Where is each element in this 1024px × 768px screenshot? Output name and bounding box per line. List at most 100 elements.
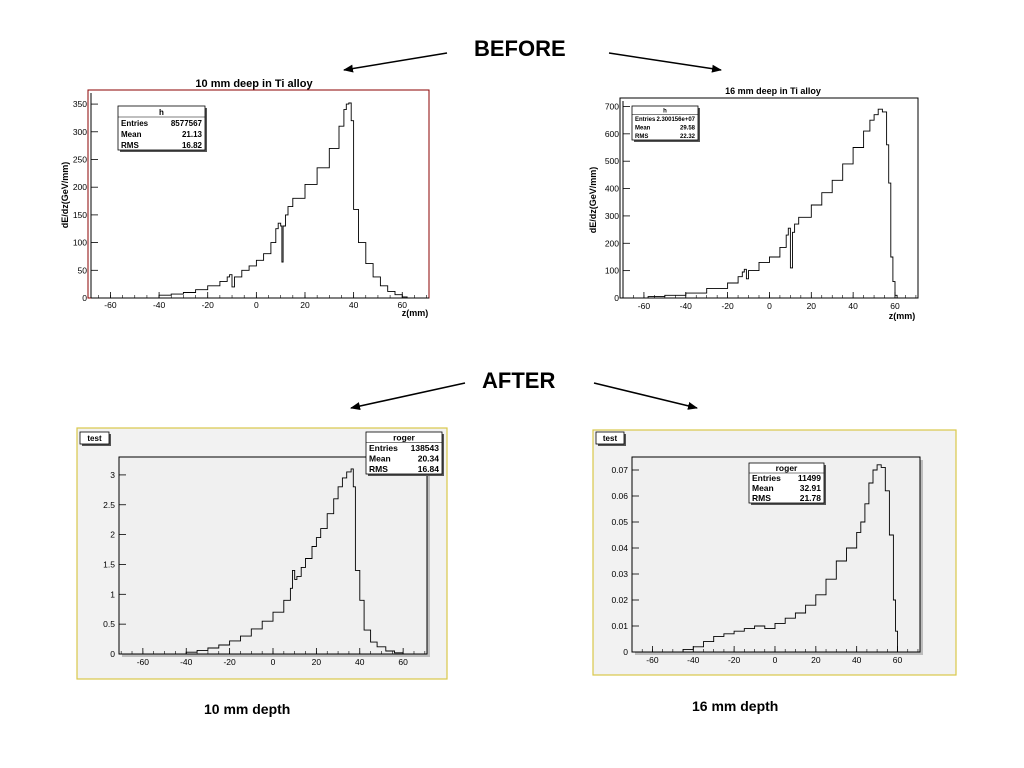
x-tick-label-1: 20 — [807, 301, 817, 311]
y-tick-label-3: 0.05 — [611, 517, 628, 527]
y-tick-label-0: 200 — [73, 182, 87, 192]
x-tick-label-3: 0 — [773, 655, 778, 665]
y-tick-label-0: 350 — [73, 99, 87, 109]
y-axis-label-0: dE/dz(GeV/mm) — [60, 162, 70, 229]
stats-value-2: 138543 — [411, 443, 440, 453]
y-tick-label-2: 2 — [110, 530, 115, 540]
stats-value-1: 22.32 — [680, 134, 696, 140]
arrow-after-left — [350, 382, 466, 410]
arrow-before-right — [608, 52, 722, 73]
stats-value-3: 21.78 — [800, 493, 822, 503]
y-tick-label-0: 0 — [82, 293, 87, 303]
stats-value-2: 20.34 — [418, 454, 440, 464]
stats-key-1: Mean — [635, 126, 651, 132]
stats-value-1: 29.58 — [680, 126, 696, 132]
caption-10mm: 10 mm depth — [204, 701, 291, 717]
x-tick-label-2: -40 — [180, 657, 193, 667]
stats-value-2: 16.84 — [418, 464, 440, 474]
arrow-before-left — [343, 52, 448, 73]
chart-title-0: 10 mm deep in Ti alloy — [195, 78, 313, 90]
chart-title-1: 16 mm deep in Ti alloy — [725, 86, 821, 96]
x-tick-label-0: -20 — [202, 300, 215, 310]
stats-value-3: 32.91 — [800, 483, 822, 493]
y-tick-label-1: 400 — [605, 184, 619, 194]
y-tick-label-1: 0 — [614, 293, 619, 303]
chart-title-3: test — [603, 434, 618, 443]
x-tick-label-2: -20 — [223, 657, 236, 667]
y-tick-label-1: 700 — [605, 101, 619, 111]
x-axis-label-1: z(mm) — [889, 311, 916, 321]
stats-value-3: 11499 — [798, 473, 821, 483]
histogram-series-0 — [110, 102, 408, 299]
x-tick-label-0: 20 — [300, 300, 310, 310]
x-tick-label-1: 40 — [848, 301, 858, 311]
stats-value-0: 8577567 — [171, 119, 203, 128]
y-tick-label-1: 500 — [605, 156, 619, 166]
y-tick-label-3: 0 — [623, 647, 628, 657]
title-box-3 — [595, 431, 625, 445]
y-tick-label-2: 1.5 — [103, 559, 115, 569]
x-tick-label-2: 20 — [312, 657, 322, 667]
caption-16mm: 16 mm depth — [692, 698, 779, 714]
y-tick-label-3: 0.07 — [611, 465, 628, 475]
histogram-series-2 — [142, 468, 404, 655]
x-tick-label-0: 60 — [398, 300, 408, 310]
y-tick-label-1: 100 — [605, 266, 619, 276]
stats-value-0: 21.13 — [182, 130, 203, 139]
y-tick-label-3: 0.03 — [611, 569, 628, 579]
x-tick-label-0: -60 — [104, 300, 117, 310]
x-tick-label-3: -60 — [646, 655, 659, 665]
x-axis-label-0: z(mm) — [402, 308, 429, 318]
x-tick-label-3: -20 — [728, 655, 741, 665]
x-tick-label-3: 40 — [852, 655, 862, 665]
stats-box-0 — [117, 105, 206, 151]
x-tick-label-1: -20 — [721, 301, 734, 311]
stats-key-3: Mean — [752, 483, 774, 493]
stats-key-2: Entries — [369, 443, 398, 453]
y-tick-label-2: 0 — [110, 649, 115, 659]
histogram-series-1 — [643, 108, 898, 299]
y-tick-label-1: 300 — [605, 211, 619, 221]
stats-title-3: roger — [776, 463, 798, 473]
x-tick-label-1: 0 — [767, 301, 772, 311]
x-tick-label-0: 40 — [349, 300, 359, 310]
arrow-after-right — [593, 382, 698, 410]
before-heading: BEFORE — [474, 36, 566, 61]
x-tick-label-2: 0 — [271, 657, 276, 667]
chart-title-2: test — [87, 434, 102, 443]
y-tick-label-0: 250 — [73, 154, 87, 164]
y-tick-label-0: 50 — [78, 265, 88, 275]
after-heading: AFTER — [482, 368, 556, 393]
x-tick-label-2: -60 — [137, 657, 150, 667]
y-tick-label-3: 0.01 — [611, 621, 628, 631]
stats-title-1: h — [663, 109, 667, 115]
stats-box-1 — [631, 105, 699, 141]
y-tick-label-3: 0.02 — [611, 595, 628, 605]
stats-value-1: 2.300156e+07 — [656, 117, 695, 123]
stats-value-0: 16.82 — [182, 141, 203, 150]
stats-key-0: Mean — [121, 130, 142, 139]
y-tick-label-3: 0.04 — [611, 543, 628, 553]
x-tick-label-0: -40 — [153, 300, 166, 310]
y-axis-label-1: dE/dz(GeV/mm) — [588, 167, 598, 234]
x-tick-label-0: 0 — [254, 300, 259, 310]
stats-box-3 — [748, 462, 825, 504]
stats-key-2: Mean — [369, 454, 391, 464]
stats-key-1: Entries — [635, 117, 656, 123]
y-tick-label-0: 300 — [73, 127, 87, 137]
stats-key-1: RMS — [635, 134, 648, 140]
title-box-2 — [79, 431, 110, 445]
y-tick-label-2: 0.5 — [103, 619, 115, 629]
x-tick-label-1: -60 — [638, 301, 651, 311]
y-tick-label-2: 3 — [110, 470, 115, 480]
x-tick-label-1: 60 — [890, 301, 900, 311]
stats-key-0: RMS — [121, 141, 139, 150]
y-tick-label-2: 2.5 — [103, 500, 115, 510]
plot-frame-2 — [118, 456, 428, 655]
stats-key-0: Entries — [121, 119, 149, 128]
y-tick-label-3: 0.06 — [611, 491, 628, 501]
stats-title-0: h — [159, 108, 164, 117]
x-tick-label-1: -40 — [680, 301, 693, 311]
stats-title-2: roger — [393, 433, 415, 443]
